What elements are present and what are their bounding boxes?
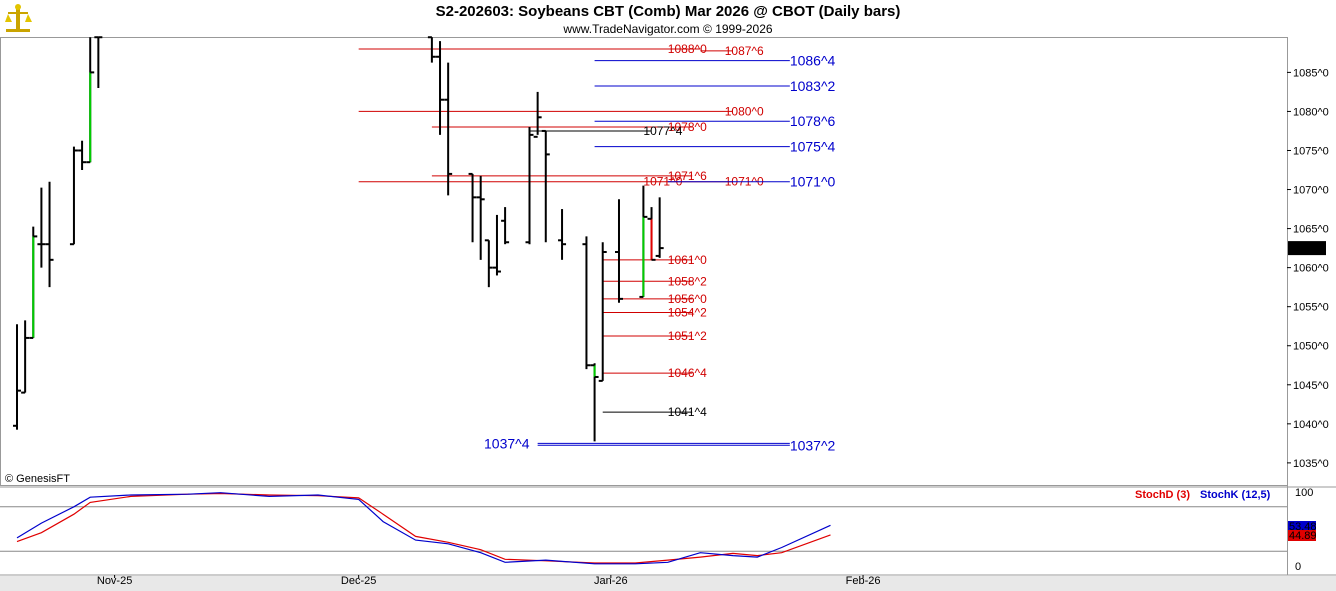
ohlc-bar — [427, 36, 436, 63]
level-label: 1041^4 — [668, 405, 707, 419]
ohlc-bar — [29, 226, 38, 339]
chart-subtitle: www.TradeNavigator.com © 1999-2026 — [563, 22, 773, 36]
watermark: © GenesisFT — [5, 473, 70, 485]
ohlc-bar — [614, 199, 623, 303]
ohlc-bar — [13, 324, 21, 430]
ohlc-bar — [501, 207, 510, 245]
level-label: 1087^6 — [725, 44, 764, 58]
ohlc-bar — [533, 91, 542, 138]
time-axis-bg — [0, 576, 1336, 591]
ohlc-bar — [21, 320, 30, 394]
y-tick-label: 1055^0 — [1293, 302, 1329, 314]
y-tick-label: 1035^0 — [1293, 458, 1329, 470]
stoch-d-readout: 44.89 — [1289, 530, 1317, 542]
level-label: 1037^4 — [484, 435, 530, 451]
ohlc-bar — [541, 129, 550, 243]
level-label: 1078^0 — [668, 120, 707, 134]
x-tick-label: Jan-26 — [594, 575, 628, 587]
level-label: 1086^4 — [790, 53, 836, 69]
level-label: 1046^4 — [668, 366, 707, 380]
chart-title: S2-202603: Soybeans CBT (Comb) Mar 2026 … — [435, 3, 901, 20]
ohlc-bar — [558, 209, 567, 260]
ohlc-bar — [639, 185, 648, 298]
ohlc-bar — [476, 175, 485, 260]
ohlc-bar — [598, 242, 607, 382]
x-tick-label: Feb-26 — [846, 575, 881, 587]
level-label: 1058^2 — [668, 274, 707, 288]
stoch-d-line — [16, 492, 831, 564]
stoch-d-readout-badge — [1288, 530, 1316, 541]
stoch-legend-k: StochK (12,5) — [1200, 489, 1271, 501]
y-tick-label: 1050^0 — [1293, 341, 1329, 353]
y-tick-label: 1075^0 — [1293, 145, 1329, 157]
ohlc-bar — [69, 146, 78, 246]
ohlc-bar — [37, 187, 46, 268]
stoch-k-line — [16, 492, 831, 565]
last-price-badge — [1288, 241, 1326, 256]
level-label: 1056^0 — [668, 292, 707, 306]
y-tick-label: 1040^0 — [1293, 419, 1329, 431]
level-label: 1071^0 — [790, 174, 836, 190]
ohlc-bar — [582, 236, 591, 370]
ohlc-bar — [647, 207, 656, 261]
ohlc-bar — [492, 214, 501, 276]
last-price-label: 1062^4 — [1290, 243, 1326, 255]
ohlc-bar — [86, 37, 95, 164]
ohlc-bar — [484, 239, 493, 288]
y-tick-label: 1065^0 — [1293, 224, 1329, 236]
level-label: 1051^2 — [668, 329, 707, 343]
ohlc-bar — [468, 172, 477, 243]
y-tick-label: 1080^0 — [1293, 106, 1329, 118]
stoch-y-tick-label: 100 — [1295, 487, 1313, 499]
level-label: 1054^2 — [668, 306, 707, 320]
title-bar: S2-202603: Soybeans CBT (Comb) Mar 2026 … — [0, 0, 1336, 37]
level-label: 1037^2 — [790, 437, 836, 453]
y-tick-label: 1060^0 — [1293, 263, 1329, 275]
stoch-legend-d: StochD (3) — [1135, 489, 1190, 501]
level-label: 1077^4 — [643, 124, 682, 138]
level-label: 1071^0 — [643, 175, 682, 189]
y-tick-label: 1045^0 — [1293, 380, 1329, 392]
x-tick-label: Dec-25 — [341, 575, 376, 587]
stoch-y-tick-label: 0 — [1295, 561, 1301, 573]
ohlc-bar — [590, 363, 599, 442]
ohlc-bar — [655, 197, 664, 258]
ohlc-bar — [525, 127, 534, 245]
ohlc-bar — [444, 62, 453, 196]
y-tick-label: 1070^0 — [1293, 185, 1329, 197]
y-tick-label: 1085^0 — [1293, 67, 1329, 79]
level-label: 1075^4 — [790, 139, 836, 155]
ohlc-bar — [78, 140, 87, 171]
x-tick-label: Nov-25 — [97, 575, 132, 587]
stoch-k-readout-badge — [1288, 521, 1316, 532]
level-label: 1078^6 — [790, 113, 836, 129]
trade-navigator-logo-icon — [5, 4, 32, 32]
ohlc-bar — [94, 36, 103, 89]
level-label: 1071^6 — [668, 169, 707, 183]
ohlc-bar — [436, 41, 445, 135]
level-label: 1088^0 — [668, 42, 707, 56]
ohlc-bar — [45, 181, 54, 288]
level-label: 1083^2 — [790, 78, 836, 94]
level-label: 1080^0 — [725, 104, 764, 118]
level-label: 1061^0 — [668, 253, 707, 267]
